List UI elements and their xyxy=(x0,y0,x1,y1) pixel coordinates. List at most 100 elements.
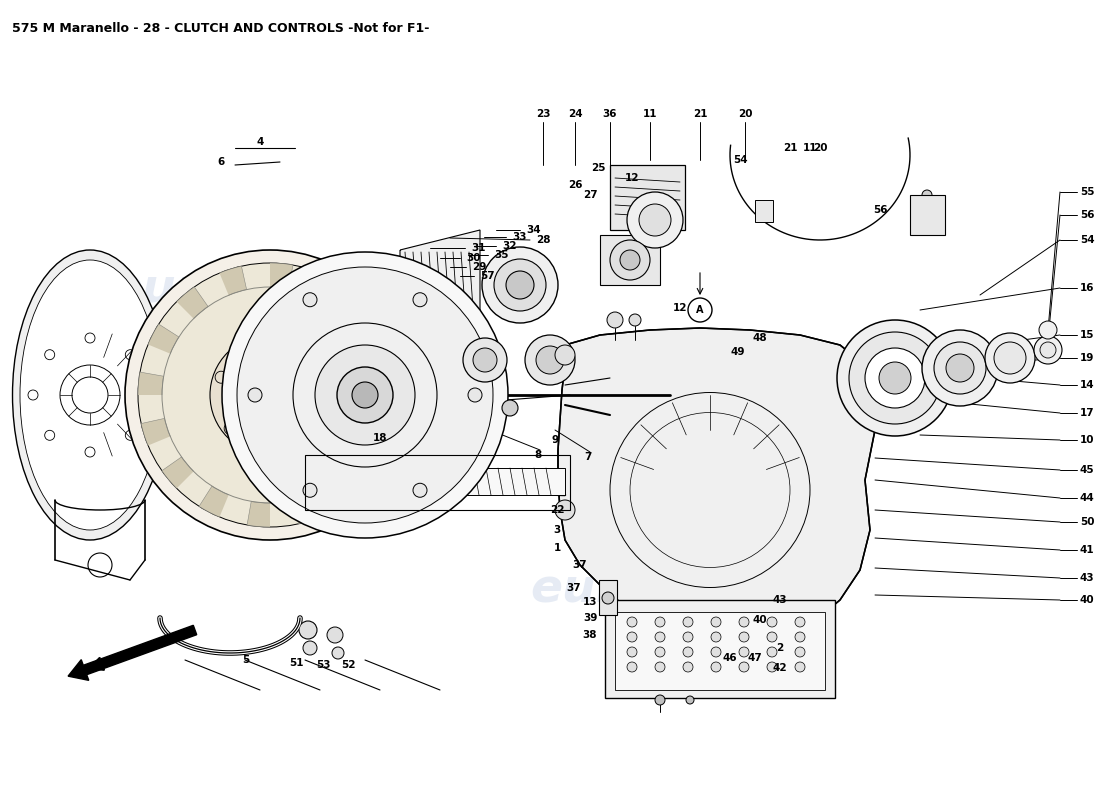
Text: 20: 20 xyxy=(738,109,752,119)
Circle shape xyxy=(610,240,650,280)
Text: 28: 28 xyxy=(536,235,550,245)
Circle shape xyxy=(767,647,777,657)
Circle shape xyxy=(494,259,546,311)
Text: 11: 11 xyxy=(642,109,658,119)
Bar xyxy=(600,235,660,285)
Text: 41: 41 xyxy=(1080,545,1094,555)
Circle shape xyxy=(922,190,932,200)
Circle shape xyxy=(654,617,666,627)
Circle shape xyxy=(304,355,316,367)
Circle shape xyxy=(138,263,402,527)
Text: 11: 11 xyxy=(803,143,817,153)
Circle shape xyxy=(879,362,911,394)
Bar xyxy=(610,165,685,230)
Circle shape xyxy=(222,252,508,538)
Text: 27: 27 xyxy=(583,190,597,200)
Circle shape xyxy=(302,293,317,306)
Circle shape xyxy=(994,342,1026,374)
Circle shape xyxy=(255,338,267,350)
Circle shape xyxy=(654,647,666,657)
Circle shape xyxy=(711,632,720,642)
Text: 55: 55 xyxy=(1080,187,1094,197)
Text: 12: 12 xyxy=(673,303,688,313)
PathPatch shape xyxy=(162,457,194,488)
Text: 49: 49 xyxy=(730,347,746,357)
Text: 21: 21 xyxy=(693,109,707,119)
Text: 29: 29 xyxy=(472,262,486,272)
Text: 47: 47 xyxy=(748,653,762,663)
Text: 54: 54 xyxy=(733,155,747,165)
Text: 31: 31 xyxy=(471,243,485,253)
Bar xyxy=(910,195,945,235)
Circle shape xyxy=(315,345,415,445)
Circle shape xyxy=(739,632,749,642)
Circle shape xyxy=(800,625,820,645)
Circle shape xyxy=(620,250,640,270)
Circle shape xyxy=(125,250,415,540)
Ellipse shape xyxy=(20,260,160,530)
Circle shape xyxy=(739,662,749,672)
PathPatch shape xyxy=(148,324,179,354)
PathPatch shape xyxy=(141,418,170,446)
Text: 30: 30 xyxy=(466,253,481,263)
Text: 17: 17 xyxy=(1080,408,1094,418)
Text: 33: 33 xyxy=(512,232,527,242)
Text: 8: 8 xyxy=(535,450,541,460)
PathPatch shape xyxy=(400,230,480,330)
Circle shape xyxy=(332,647,344,659)
Circle shape xyxy=(556,345,575,365)
Circle shape xyxy=(525,335,575,385)
Text: 32: 32 xyxy=(502,241,517,251)
Text: 575 M Maranello - 28 - CLUTCH AND CONTROLS -Not for F1-: 575 M Maranello - 28 - CLUTCH AND CONTRO… xyxy=(12,22,429,35)
Circle shape xyxy=(767,617,777,627)
Circle shape xyxy=(767,662,777,672)
Circle shape xyxy=(302,483,317,498)
Text: 46: 46 xyxy=(723,653,737,663)
Circle shape xyxy=(627,617,637,627)
Circle shape xyxy=(216,371,227,383)
Circle shape xyxy=(683,647,693,657)
Text: 4: 4 xyxy=(256,137,264,147)
Text: 15: 15 xyxy=(1080,330,1094,340)
Circle shape xyxy=(312,406,324,418)
Circle shape xyxy=(922,330,998,406)
Circle shape xyxy=(1040,321,1057,339)
Circle shape xyxy=(210,335,330,455)
Text: 48: 48 xyxy=(752,333,768,343)
PathPatch shape xyxy=(199,486,229,517)
Text: eurospares: eurospares xyxy=(530,567,829,613)
Circle shape xyxy=(795,647,805,657)
Circle shape xyxy=(654,662,666,672)
Text: 35: 35 xyxy=(494,250,508,260)
Circle shape xyxy=(739,617,749,627)
Circle shape xyxy=(337,367,393,423)
PathPatch shape xyxy=(311,273,341,304)
Text: 10: 10 xyxy=(1080,435,1094,445)
Circle shape xyxy=(795,617,805,627)
Circle shape xyxy=(248,373,292,417)
Circle shape xyxy=(654,695,666,705)
Text: 13: 13 xyxy=(583,597,597,607)
Circle shape xyxy=(1034,336,1062,364)
Text: 42: 42 xyxy=(772,663,788,673)
Circle shape xyxy=(463,338,507,382)
Text: 40: 40 xyxy=(1080,595,1094,605)
Circle shape xyxy=(248,388,262,402)
PathPatch shape xyxy=(332,471,363,503)
Circle shape xyxy=(654,632,666,642)
Circle shape xyxy=(299,621,317,639)
Text: 37: 37 xyxy=(573,560,587,570)
Text: 12: 12 xyxy=(625,173,639,183)
Text: 19: 19 xyxy=(1080,353,1094,363)
Circle shape xyxy=(683,632,693,642)
Circle shape xyxy=(683,617,693,627)
Text: 43: 43 xyxy=(772,595,788,605)
Circle shape xyxy=(688,298,712,322)
Text: 26: 26 xyxy=(568,180,582,190)
Circle shape xyxy=(1040,342,1056,358)
Circle shape xyxy=(412,483,427,498)
Text: 1: 1 xyxy=(553,543,561,553)
PathPatch shape xyxy=(361,436,392,466)
PathPatch shape xyxy=(248,502,270,527)
PathPatch shape xyxy=(270,263,293,289)
